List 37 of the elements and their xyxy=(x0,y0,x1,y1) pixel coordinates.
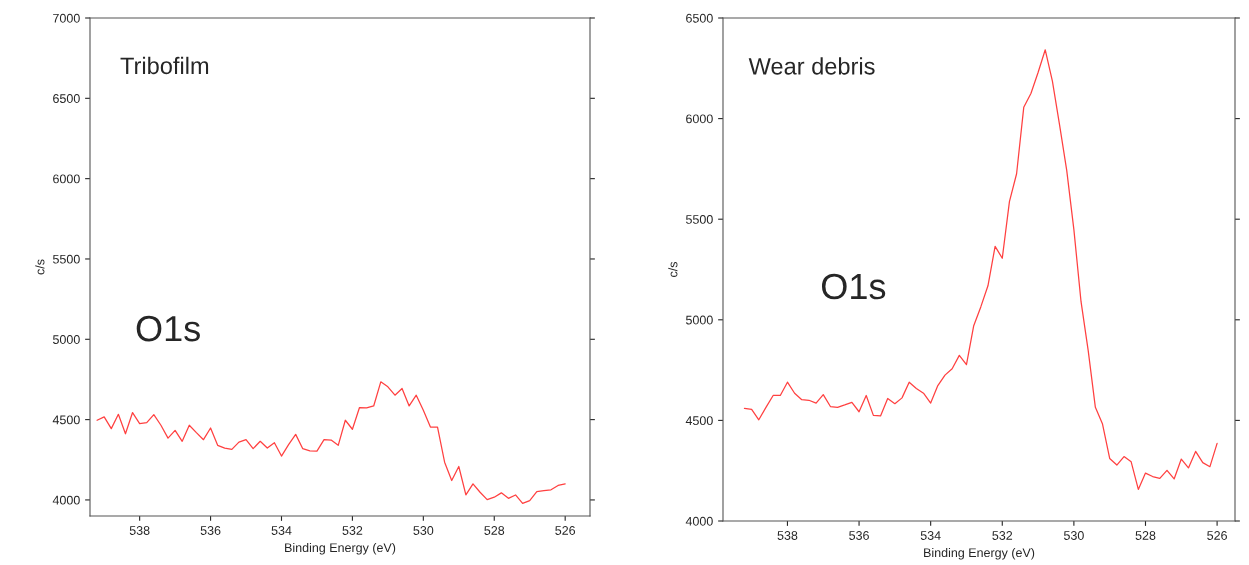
x-tick-label: 532 xyxy=(342,526,363,535)
y-tick-label: 7000 xyxy=(53,13,80,23)
x-tick-label: 528 xyxy=(1135,531,1156,540)
y-tick-label: 6000 xyxy=(686,114,713,124)
y-tick-label: 5000 xyxy=(52,335,80,344)
x-tick-label: 536 xyxy=(849,531,869,540)
x-tick-label: 526 xyxy=(1207,531,1227,540)
y-tick-label: 6500 xyxy=(686,13,713,23)
y-tick-label: 5500 xyxy=(685,215,713,224)
y-axis-title: c/s xyxy=(35,259,45,275)
x-tick-label: 528 xyxy=(484,526,505,535)
annotation: Wear debris xyxy=(748,57,875,75)
y-tick-label: 4000 xyxy=(685,516,713,526)
x-tick-label: 530 xyxy=(413,526,434,535)
x-tick-label: 538 xyxy=(777,531,798,540)
y-tick-label: 6000 xyxy=(53,174,80,184)
y-tick-label: 5500 xyxy=(52,254,80,264)
annotation: Tribofilm xyxy=(120,56,209,75)
x-tick-label: 534 xyxy=(920,531,941,540)
line-series xyxy=(743,49,1218,491)
y-tick-label: 4000 xyxy=(52,495,80,505)
x-tick-label: 532 xyxy=(992,531,1013,540)
x-tick-label: 534 xyxy=(271,526,292,535)
y-tick-label: 5000 xyxy=(685,315,713,325)
y-tick-label: 4500 xyxy=(52,415,80,425)
x-tick-label: 538 xyxy=(129,526,150,535)
x-axis-title: Binding Energy (eV) xyxy=(285,542,396,555)
x-tick-label: 536 xyxy=(200,526,221,535)
y-axis-title: c/s xyxy=(668,261,678,277)
y-tick-label: 4500 xyxy=(685,416,713,426)
x-tick-label: 526 xyxy=(555,526,576,535)
x-tick-label: 530 xyxy=(1063,531,1084,540)
annotation: O1s xyxy=(136,315,200,342)
line-series xyxy=(96,381,566,504)
annotation: O1s xyxy=(821,273,886,300)
x-axis-title: Binding Energy (eV) xyxy=(924,547,1035,560)
y-tick-label: 6500 xyxy=(53,94,80,103)
